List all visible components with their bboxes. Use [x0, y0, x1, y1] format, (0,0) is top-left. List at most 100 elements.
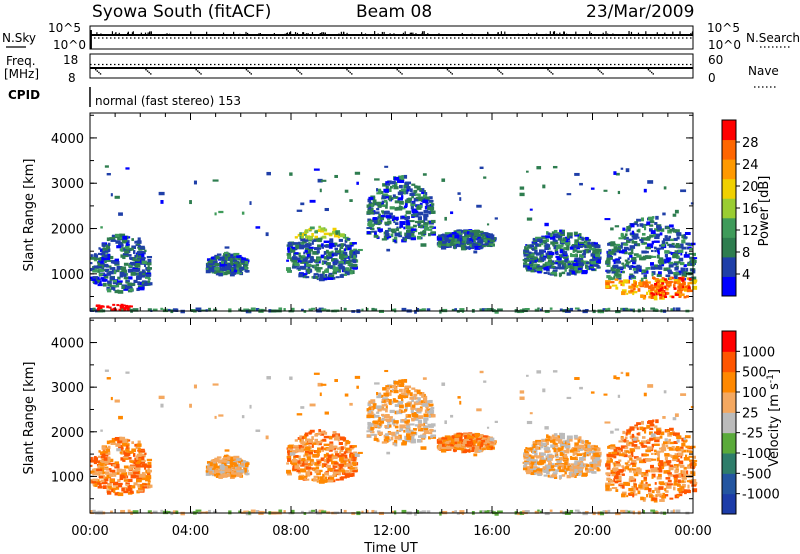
power-echo: [621, 270, 625, 274]
power-echo: [540, 249, 545, 253]
velocity-echo: [316, 471, 321, 476]
power-echo: [376, 227, 381, 230]
velocity-echo: [534, 454, 537, 458]
velocity-echo: [319, 476, 324, 481]
velocity-echo: [394, 404, 400, 408]
power-echo: [324, 273, 328, 277]
velocity-echo: [557, 465, 562, 470]
velocity-echo: [218, 465, 225, 470]
velocity-echo: [332, 465, 338, 468]
power-echo: [101, 279, 108, 282]
velocity-echo: [388, 401, 392, 405]
power-echo: [657, 264, 662, 268]
power-echo: [94, 277, 99, 281]
power-echo: [106, 256, 111, 261]
velocity-echo: [314, 469, 320, 474]
velocity-echo: [293, 467, 298, 471]
power-echo-strong: [666, 292, 670, 295]
power-echo: [346, 271, 350, 276]
power-echo: [223, 251, 229, 255]
velocity-echo: [582, 455, 586, 459]
power-echo: [297, 268, 301, 272]
velocity-echo: [523, 465, 527, 468]
power-echo: [585, 249, 590, 254]
velocity-echo: [109, 478, 115, 483]
power-echo: [480, 236, 487, 241]
power-echo: [405, 210, 412, 215]
power-echo: [138, 255, 142, 259]
power-echo: [426, 196, 430, 200]
velocity-echo: [553, 433, 558, 437]
power-echo: [497, 308, 503, 312]
power-echo: [391, 228, 396, 233]
power-echo: [312, 239, 317, 242]
power-echo-strong: [679, 289, 683, 292]
power-echo: [485, 236, 488, 240]
power-echo: [624, 233, 628, 237]
power-echo: [291, 259, 298, 263]
power-echo: [626, 240, 631, 244]
power-echo: [367, 218, 370, 223]
velocity-echo: [428, 403, 434, 407]
power-echo: [544, 261, 551, 266]
velocity-echo: [485, 439, 488, 443]
power-echo-strong: [686, 289, 690, 293]
power-echo: [321, 246, 325, 249]
power-echo: [611, 284, 618, 287]
power-echo-strong: [126, 308, 130, 311]
power-echo: [353, 259, 357, 264]
power-echo: [410, 228, 417, 232]
power-colorbar-label: 16: [742, 202, 759, 217]
power-echo: [97, 276, 100, 280]
power-echo: [473, 239, 476, 242]
power-echo: [607, 251, 614, 255]
power-echo: [230, 261, 234, 265]
power-echo: [401, 307, 407, 312]
velocity-echo: [109, 487, 112, 490]
velocity-echo: [320, 433, 325, 436]
velocity-echo: [115, 443, 121, 447]
power-echo: [417, 193, 421, 197]
velocity-echo: [114, 465, 120, 469]
power-echo: [621, 291, 626, 296]
power-echo-strong: [683, 288, 687, 292]
power-echo: [141, 269, 145, 274]
velocity-echo: [564, 471, 567, 475]
power-echo: [374, 232, 377, 236]
velocity-echo: [578, 444, 585, 448]
power-echo: [385, 205, 388, 209]
power-echo: [646, 291, 649, 296]
velocity-echo: [574, 437, 580, 440]
velocity-echo: [290, 460, 294, 464]
power-echo: [386, 236, 389, 240]
power-echo: [692, 259, 697, 264]
power-echo: [117, 276, 121, 280]
velocity-echo: [216, 456, 222, 459]
power-echo: [665, 237, 671, 242]
velocity-echo: [367, 412, 372, 415]
power-echo: [147, 280, 151, 283]
power-echo: [619, 266, 625, 270]
power-echo: [101, 256, 107, 261]
power-echo: [654, 222, 658, 225]
power-echo: [589, 264, 594, 268]
power-echo: [558, 254, 564, 258]
power-echo: [235, 256, 241, 260]
power-echo: [287, 244, 293, 248]
velocity-echo: [406, 436, 413, 440]
power-echo: [555, 262, 558, 265]
power-echo: [622, 282, 625, 287]
velocity-echo: [388, 439, 392, 442]
power-echo: [128, 284, 133, 288]
velocity-echo: [488, 446, 494, 450]
power-echo: [137, 237, 141, 242]
power-echo: [394, 308, 397, 313]
power-echo: [120, 266, 127, 271]
velocity-echo: [325, 464, 331, 469]
power-echo: [316, 268, 321, 273]
power-echo: [352, 267, 358, 270]
power-echo: [308, 242, 311, 246]
power-echo: [422, 173, 427, 176]
velocity-echo: [92, 478, 99, 482]
